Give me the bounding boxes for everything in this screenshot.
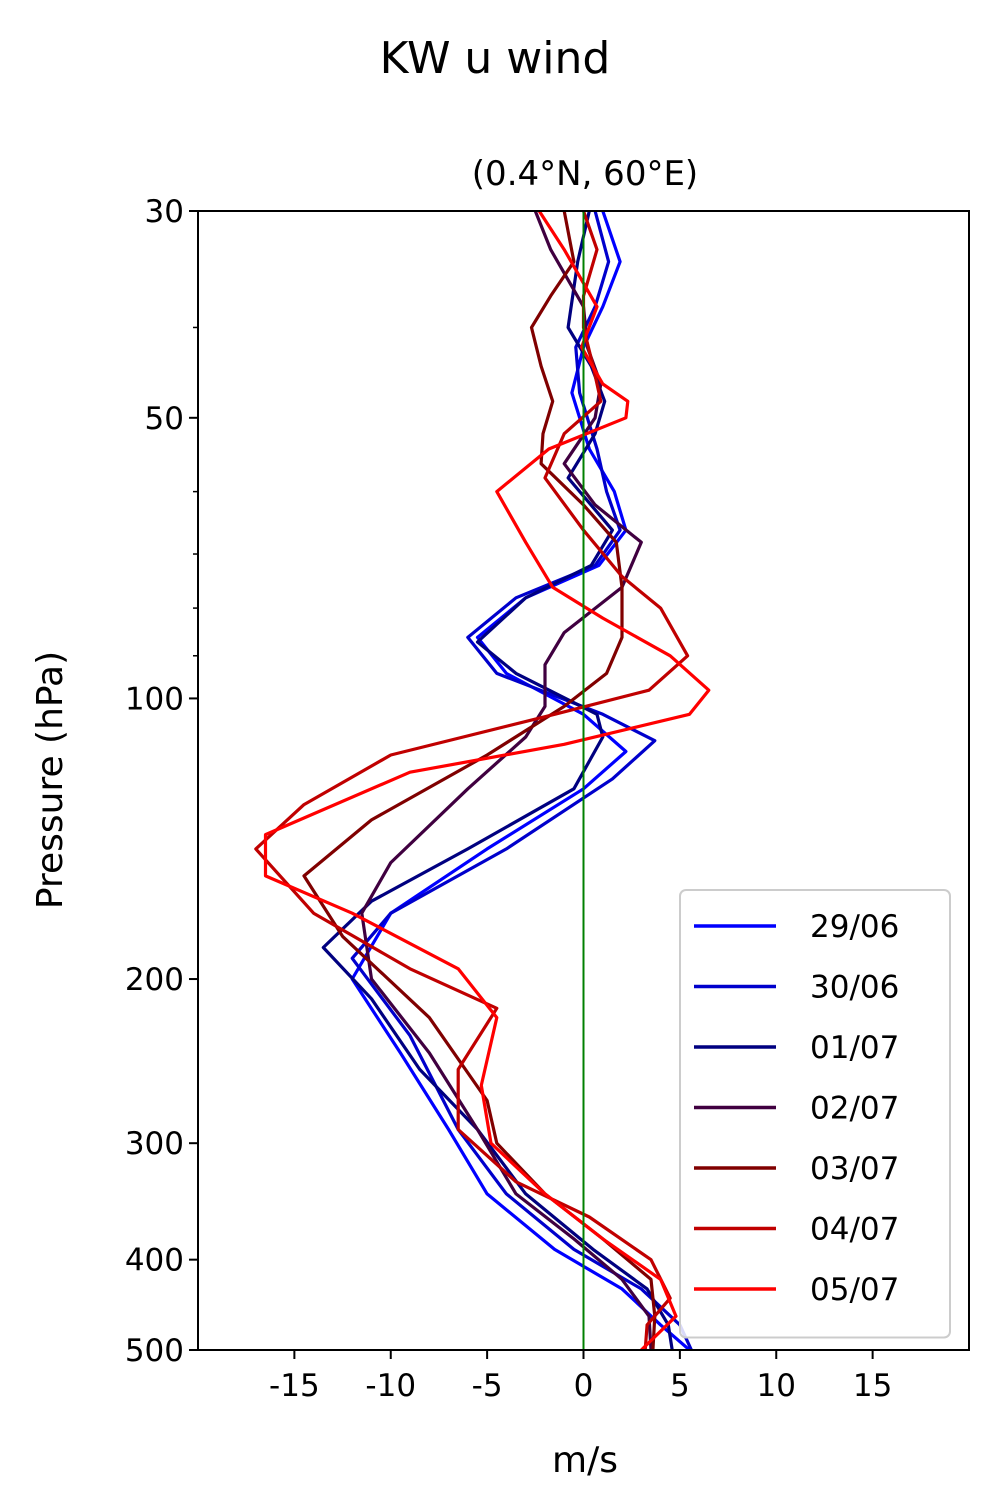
y-tick-label: 500 bbox=[125, 1333, 184, 1369]
legend-label: 02/07 bbox=[810, 1091, 899, 1127]
series-line-1 bbox=[350, 211, 691, 1350]
x-tick-label: 10 bbox=[757, 1368, 796, 1404]
series-line-2 bbox=[350, 211, 693, 1350]
x-tick-label: -15 bbox=[269, 1368, 320, 1404]
series-line-7 bbox=[263, 211, 711, 1350]
series-line-4 bbox=[360, 211, 653, 1350]
legend-label: 03/07 bbox=[810, 1151, 899, 1187]
x-tick-label: 0 bbox=[574, 1368, 594, 1404]
x-tick-label: 15 bbox=[853, 1368, 892, 1404]
legend-box bbox=[679, 889, 951, 1339]
legend-label: 04/07 bbox=[810, 1212, 899, 1248]
x-tick-label: 5 bbox=[670, 1368, 690, 1404]
y-tick-label: 300 bbox=[125, 1126, 184, 1162]
x-tick-label: -10 bbox=[365, 1368, 416, 1404]
legend-label: 01/07 bbox=[810, 1030, 899, 1066]
y-tick-label: 100 bbox=[125, 681, 184, 717]
legend-label: 30/06 bbox=[810, 970, 899, 1006]
legend-label: 05/07 bbox=[810, 1272, 899, 1308]
x-tick-label: -5 bbox=[472, 1368, 503, 1404]
y-tick-label: 50 bbox=[145, 401, 184, 437]
series-line-3 bbox=[321, 211, 674, 1350]
series-line-6 bbox=[254, 211, 690, 1350]
y-tick-label: 30 bbox=[145, 194, 184, 230]
legend: 29/06 30/06 01/07 02/07 03/07 04/07 05/07 bbox=[679, 889, 951, 1339]
legend-label: 29/06 bbox=[810, 909, 899, 945]
y-axis-label: Pressure (hPa) bbox=[30, 651, 71, 909]
y-tick-label: 200 bbox=[125, 962, 184, 998]
chart-suptitle: KW u wind bbox=[380, 33, 611, 84]
chart-title: (0.4°N, 60°E) bbox=[472, 154, 698, 194]
y-tick-label: 400 bbox=[125, 1243, 184, 1279]
x-axis-label: m/s bbox=[552, 1440, 618, 1481]
